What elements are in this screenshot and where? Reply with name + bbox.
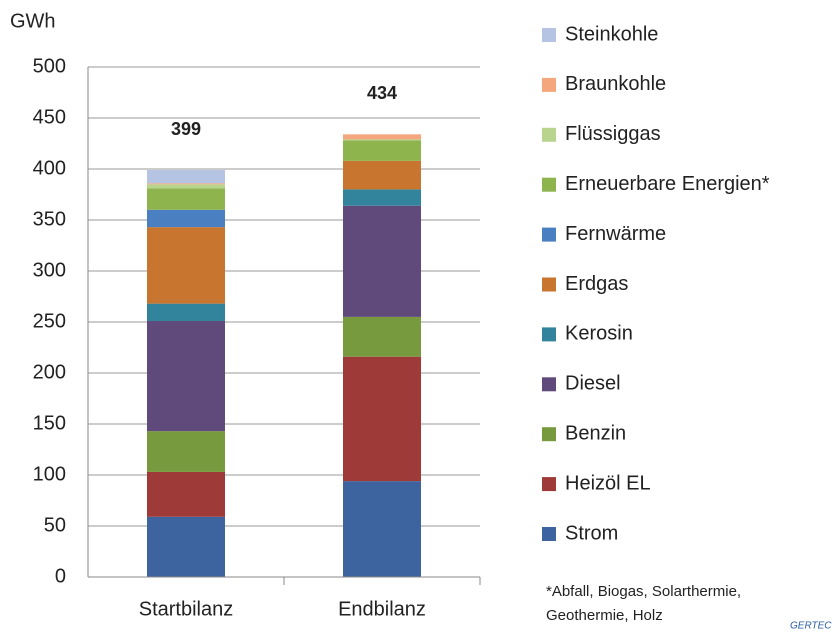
y-tick-label: 500 [33,55,66,77]
bar-segment [343,160,421,190]
legend-label: Kerosin [565,323,633,345]
legend-swatch [542,177,556,192]
bar-segment [343,481,421,577]
bar-segment [147,188,225,210]
legend-label: Braunkohle [565,73,666,95]
legend-swatch [542,527,556,541]
bar-segment [343,356,421,482]
bar-segment [147,184,225,189]
footnote: *Abfall, Biogas, Solarthermie, [546,583,741,600]
bar-segment [147,227,225,304]
y-tick-label: 50 [44,514,66,536]
logo: GERTEC [790,621,832,632]
bar-segment [343,189,421,206]
x-tick-label: Endbilanz [338,598,426,620]
bar-segment [147,209,225,228]
footnote: Geothermie, Holz [546,607,663,624]
y-tick-label: 400 [33,157,66,179]
y-tick-label: 350 [33,208,66,230]
y-tick-label: 300 [33,259,66,281]
bar-segment [343,134,421,140]
legend-label: Heizöl EL [565,472,651,494]
legend-label: Flüssiggas [565,123,661,145]
y-axis-label: GWh [10,10,56,32]
legend-label: Diesel [565,373,621,395]
y-tick-label: 450 [33,106,66,128]
legend-swatch [542,377,556,392]
x-tick-label: Startbilanz [139,598,234,620]
legend-swatch [542,427,556,442]
legend-label: Strom [565,522,618,544]
bar-segment [343,205,421,317]
legend-swatch [542,327,556,342]
bar-segment [147,320,225,432]
y-tick-label: 250 [33,310,66,332]
legend-label: Erdgas [565,273,628,295]
y-tick-label: 200 [33,361,66,383]
bar-segment [343,139,421,141]
legend-swatch [542,127,556,142]
total-label: 434 [367,83,397,103]
legend-swatch [542,28,556,42]
y-tick-label: 0 [55,565,66,587]
bar-segment [147,516,225,577]
y-tick-label: 150 [33,412,66,434]
legend-swatch [542,277,556,292]
bar-segment [343,316,421,357]
legend-label: Benzin [565,422,626,444]
bar-segment [147,170,225,184]
legend-swatch [542,77,556,92]
legend-swatch [542,477,556,492]
legend-label: Fernwärme [565,223,666,245]
legend-swatch [542,227,556,242]
bar-segment [147,183,225,185]
bar-segment [147,471,225,517]
legend-label: Steinkohle [565,23,658,45]
y-tick-label: 100 [33,463,66,485]
bar-segment [147,303,225,321]
bar-segment [147,431,225,472]
bar-segment [343,140,421,161]
total-label: 399 [171,119,201,139]
legend-label: Erneuerbare Energien* [565,173,770,195]
